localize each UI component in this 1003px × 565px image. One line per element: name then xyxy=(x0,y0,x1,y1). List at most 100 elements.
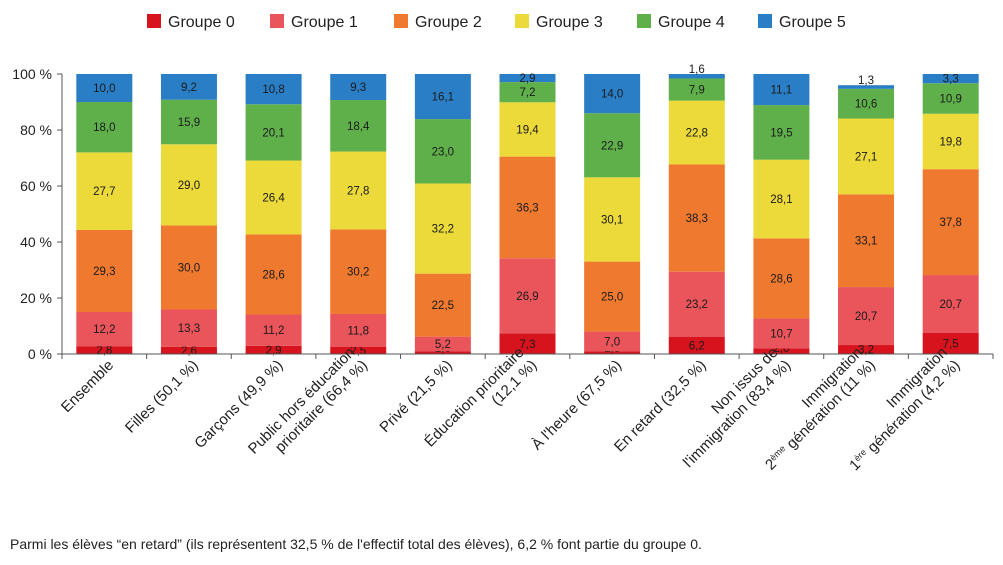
data-label: 7,9 xyxy=(689,85,705,97)
legend-swatch-3 xyxy=(515,14,529,28)
data-label: 30,2 xyxy=(347,267,369,279)
data-label: 3,3 xyxy=(943,74,959,86)
bar-segment xyxy=(160,74,217,100)
x-tick-label: Ensemble xyxy=(58,357,117,416)
data-label: 26,4 xyxy=(262,192,285,204)
data-label: 10,9 xyxy=(939,94,961,106)
y-tick-label: 40 % xyxy=(20,234,52,250)
data-label: 25,0 xyxy=(601,292,623,304)
bar-segment xyxy=(499,333,556,354)
bar-segment xyxy=(922,169,979,276)
bar-segment xyxy=(414,74,471,120)
bar-segment xyxy=(668,100,725,165)
bar-segment xyxy=(76,312,133,347)
data-label: 33,1 xyxy=(855,236,877,248)
legend-swatch-0 xyxy=(147,14,161,28)
data-label: 28,6 xyxy=(262,269,284,281)
legend-label-1: Groupe 1 xyxy=(291,14,358,31)
data-label: 6,2 xyxy=(689,340,705,352)
data-label: 19,4 xyxy=(516,124,539,136)
bar-segment xyxy=(838,118,895,195)
bar-segment xyxy=(245,74,302,105)
data-label: 27,8 xyxy=(347,185,369,197)
legend-label-4: Groupe 4 xyxy=(658,14,725,31)
bar-segment xyxy=(838,85,895,89)
data-label: 7,2 xyxy=(520,87,536,99)
x-tick-label: À l'heure (67,5 %) xyxy=(528,357,625,454)
data-label: 19,8 xyxy=(939,136,961,148)
data-label: 7,3 xyxy=(520,339,536,351)
bar-segment xyxy=(668,271,725,337)
bar-segment xyxy=(922,333,979,354)
bar-segment xyxy=(922,113,979,170)
bar-segment xyxy=(160,99,217,145)
data-label: 22,8 xyxy=(686,128,708,140)
bar-segment xyxy=(838,194,895,288)
bar-segment xyxy=(330,313,387,347)
data-label: 14,0 xyxy=(601,89,623,101)
bar-segment xyxy=(922,275,979,333)
data-label: 2,9 xyxy=(266,345,282,357)
bar-segment xyxy=(245,104,302,161)
data-label: 2,6 xyxy=(181,345,197,357)
x-tick-label: En retard (32,5 %) xyxy=(611,357,710,456)
bar-segment xyxy=(499,156,556,259)
bar-segment xyxy=(414,183,471,274)
bar-segment xyxy=(245,234,302,315)
data-label: 20,1 xyxy=(262,127,284,139)
bar-segment xyxy=(414,351,471,354)
data-label: 32,2 xyxy=(432,224,454,236)
data-label: 27,7 xyxy=(93,186,115,198)
data-label: 28,6 xyxy=(770,273,792,285)
bar-segment xyxy=(838,88,895,119)
y-tick-label: 100 % xyxy=(12,66,52,82)
bar-segment xyxy=(753,318,810,349)
bar-segment xyxy=(584,113,641,178)
bar-segment xyxy=(584,351,641,354)
bar-segment xyxy=(245,160,302,235)
data-label: 11,2 xyxy=(263,325,285,337)
stacked-bar-chart: Groupe 0 Groupe 1 Groupe 2 Groupe 3 Groupe 4… xyxy=(12,14,994,474)
bar-segment xyxy=(330,74,387,101)
data-label: 11,8 xyxy=(347,325,369,337)
y-tick-label: 80 % xyxy=(20,122,52,138)
y-tick-label: 0 % xyxy=(28,346,52,362)
data-label: 30,0 xyxy=(178,262,200,274)
data-label: 28,1 xyxy=(770,194,792,206)
data-label: 36,3 xyxy=(516,202,538,214)
data-label: 2,8 xyxy=(96,345,112,357)
bar-segment xyxy=(76,346,133,354)
legend-label-2: Groupe 2 xyxy=(415,14,482,31)
bar-segment xyxy=(838,287,895,346)
bar-segment xyxy=(668,164,725,272)
data-label: 13,3 xyxy=(178,323,200,335)
data-label: 22,5 xyxy=(432,300,454,312)
bar-segment xyxy=(753,74,810,106)
y-tick-label: 20 % xyxy=(20,290,52,306)
x-axis: Ensemble Filles (50,1 %)Garçons (49,9 %)P… xyxy=(58,344,994,474)
bar-segment xyxy=(330,100,387,152)
legend-label-3: Groupe 3 xyxy=(536,14,603,31)
bar-segment xyxy=(245,345,302,354)
bar-segment xyxy=(414,273,471,337)
data-label: 29,3 xyxy=(93,266,115,278)
bar-segment xyxy=(753,238,810,319)
legend-label-0: Groupe 0 xyxy=(168,14,235,31)
bar-segment xyxy=(76,229,133,312)
bar-segment xyxy=(584,331,641,352)
bar-segment xyxy=(160,144,217,226)
data-label: 10,0 xyxy=(93,83,115,95)
data-label: 22,9 xyxy=(601,140,623,152)
data-label: 11,1 xyxy=(771,85,793,97)
bar-segment xyxy=(499,74,556,83)
bar-segment xyxy=(499,102,556,157)
bar-segment xyxy=(330,229,387,314)
bar-segment xyxy=(838,345,895,354)
data-label: 37,8 xyxy=(939,217,961,229)
data-label: 7,0 xyxy=(604,336,620,348)
bar-segment xyxy=(668,336,725,354)
data-label: 19,5 xyxy=(770,127,792,139)
bar-segment xyxy=(584,74,641,114)
bar-segment xyxy=(160,346,217,354)
bar-segment xyxy=(76,152,133,230)
